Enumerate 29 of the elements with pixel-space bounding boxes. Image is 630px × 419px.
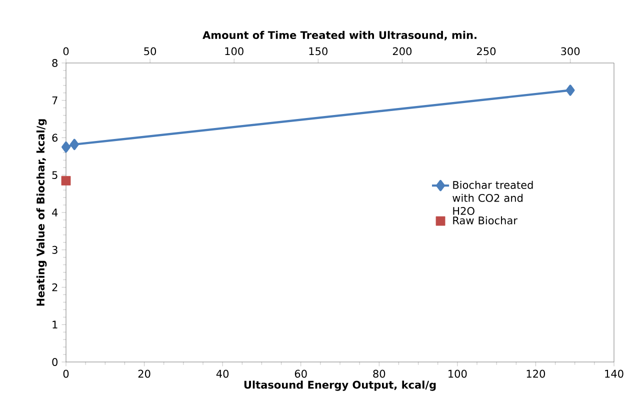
x2-tick-label: 250 <box>476 47 496 56</box>
x-tick-label: 0 <box>63 370 69 378</box>
x-tick-label: 100 <box>448 370 467 378</box>
x-tick-label: 40 <box>216 370 229 378</box>
x2-tick-label: 0 <box>63 47 69 56</box>
x2-axis-title: Amount of Time Treated with Ultrasound, min. <box>202 30 476 40</box>
x-tick-label: 120 <box>526 370 546 378</box>
y-tick-label: 3 <box>52 246 58 254</box>
x2-tick-label: 50 <box>144 47 156 56</box>
x-tick-label: 60 <box>294 370 307 378</box>
y-tick-label: 7 <box>52 96 58 104</box>
x2-tick-label: 200 <box>392 47 412 56</box>
y-axis-title: Heating Value of Biochar, kcal/g <box>36 119 47 306</box>
x-tick-label: 80 <box>373 370 386 378</box>
y-tick-label: 6 <box>52 134 58 142</box>
x-axis-title: Ultasound Energy Output, kcal/g <box>244 380 436 391</box>
x2-tick-label: 300 <box>561 47 580 56</box>
x2-tick-label: 100 <box>225 47 244 56</box>
legend-label: Biochar treated with CO2 and H2O <box>452 180 533 215</box>
x2-tick-label: 150 <box>309 47 328 56</box>
y-tick-label: 0 <box>52 358 58 366</box>
y-tick-label: 4 <box>52 208 58 216</box>
y-tick-label: 8 <box>52 59 58 67</box>
y-tick-label: 1 <box>52 320 58 328</box>
x-tick-label: 20 <box>138 370 150 378</box>
x-tick-label: 140 <box>605 370 624 378</box>
y-tick-label: 5 <box>52 171 58 180</box>
legend-label: Raw Biochar <box>453 216 518 224</box>
y-tick-label: 2 <box>52 283 58 292</box>
